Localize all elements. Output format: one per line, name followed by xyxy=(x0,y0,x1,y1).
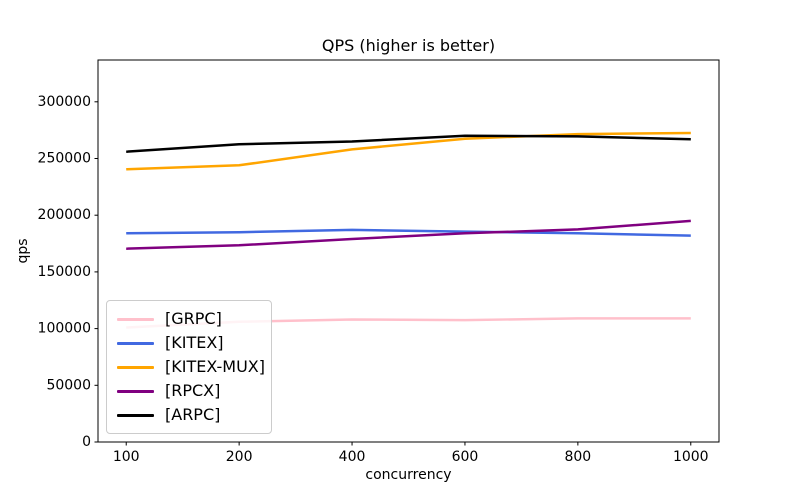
chart-title: QPS (higher is better) xyxy=(321,36,496,55)
x-tick-label: 200 xyxy=(226,449,253,465)
legend-label: [KITEX] xyxy=(165,333,224,352)
legend-line-sample xyxy=(117,341,154,345)
y-tick-label: 250000 xyxy=(38,151,91,167)
legend-label: [ARPC] xyxy=(165,405,221,424)
legend-label: [GRPC] xyxy=(165,309,222,328)
y-tick-label: 100000 xyxy=(38,321,91,337)
legend-label: [KITEX-MUX] xyxy=(165,357,265,376)
legend-line-sample xyxy=(117,317,154,321)
line-series-kitex xyxy=(126,228,691,237)
line-series-kitex-mux xyxy=(126,131,691,171)
legend-line-sample xyxy=(117,413,154,417)
legend: [GRPC] [KITEX] [KITEX-MUX] [RPCX] [ARPC] xyxy=(106,300,272,434)
legend-entry: [ARPC] xyxy=(117,403,265,427)
legend-entry: [GRPC] xyxy=(117,307,265,331)
y-tick-label: 150000 xyxy=(38,264,91,280)
x-tick-label: 100 xyxy=(113,449,140,465)
x-tick-label: 800 xyxy=(564,449,591,465)
y-axis-label: qps xyxy=(15,238,31,264)
legend-label: [RPCX] xyxy=(165,381,221,400)
x-tick-label: 1000 xyxy=(673,449,709,465)
x-tick-label: 600 xyxy=(452,449,479,465)
legend-entry: [KITEX-MUX] xyxy=(117,355,265,379)
x-axis-label: concurrency xyxy=(365,467,452,483)
line-series-arpc xyxy=(126,134,691,153)
legend-entry: [RPCX] xyxy=(117,379,265,403)
y-tick-label: 0 xyxy=(82,434,91,450)
y-tick-label: 50000 xyxy=(46,377,91,393)
y-tick-label: 300000 xyxy=(38,94,91,110)
legend-entry: [KITEX] xyxy=(117,331,265,355)
legend-line-sample xyxy=(117,389,154,393)
y-tick-label: 200000 xyxy=(38,207,91,223)
line-series-rpcx xyxy=(126,219,691,250)
axes-spines xyxy=(97,59,720,443)
legend-line-sample xyxy=(117,365,154,369)
x-tick-label: 400 xyxy=(339,449,366,465)
